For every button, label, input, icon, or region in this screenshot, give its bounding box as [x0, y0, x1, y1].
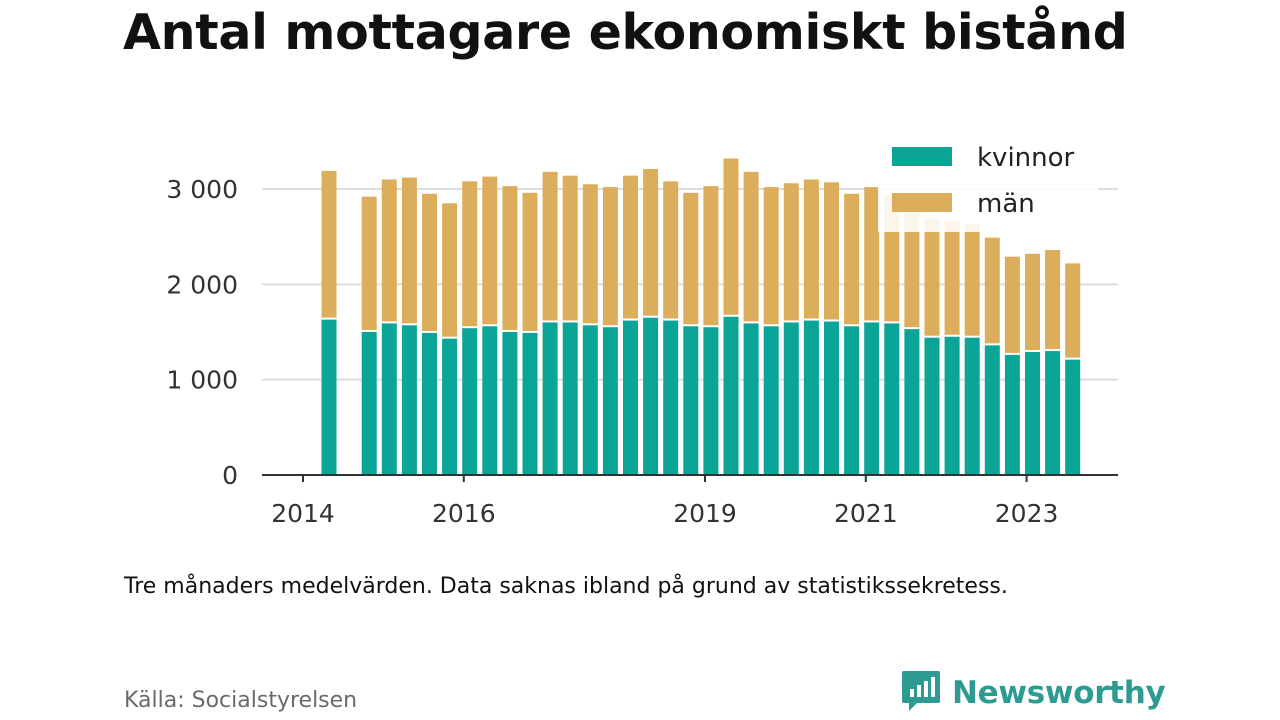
bar-kvinnor [884, 323, 900, 475]
bar-kvinnor [984, 345, 1000, 475]
bar-kvinnor [602, 327, 618, 475]
bar-man [803, 179, 819, 319]
legend-label-man: män [977, 189, 1035, 219]
bar-man [482, 176, 498, 325]
bar-kvinnor [824, 321, 839, 475]
legend-swatch-kvinnor [892, 147, 952, 166]
bar-man [643, 168, 659, 316]
bar-kvinnor [422, 332, 437, 475]
bar-kvinnor [924, 337, 940, 475]
axes: 0 1 000 2 000 3 000 2014 2016 2019 2021 2023 [166, 175, 1118, 528]
bar-man [864, 187, 880, 321]
x-tick-label: 2023 [995, 499, 1059, 528]
bar-kvinnor [683, 326, 699, 475]
bar-man [401, 177, 417, 324]
bar-man [582, 184, 598, 324]
x-tick-label: 2019 [673, 499, 737, 528]
bar-man [924, 218, 940, 336]
bar-man [743, 171, 759, 322]
source-label: Källa: Socialstyrelsen [124, 688, 358, 713]
bar-kvinnor [643, 317, 659, 475]
bar-man [381, 179, 397, 322]
bar-kvinnor [582, 325, 598, 475]
bar-kvinnor [361, 332, 377, 475]
legend-label-kvinnor: kvinnor [977, 143, 1075, 173]
bar-kvinnor [864, 322, 880, 475]
bar-kvinnor [381, 323, 397, 475]
bar-kvinnor [462, 328, 478, 475]
bar-man [1004, 256, 1020, 353]
x-tick-label: 2021 [834, 499, 898, 528]
bar-man [964, 224, 980, 336]
bar-man [1065, 263, 1081, 358]
bar-man [663, 181, 679, 319]
bar-man [683, 192, 699, 325]
bar-man [502, 186, 518, 330]
bar-kvinnor [562, 322, 578, 475]
y-tick-label: 1 000 [166, 366, 238, 395]
bar-kvinnor [944, 336, 960, 475]
bar-kvinnor [522, 332, 538, 475]
bar-kvinnor [803, 320, 819, 475]
y-tick-label: 2 000 [166, 270, 238, 299]
bar-kvinnor [723, 316, 739, 475]
bar-kvinnor [1025, 352, 1040, 475]
bar-kvinnor [743, 323, 759, 475]
bar-kvinnor [502, 332, 518, 475]
bar-kvinnor [1065, 359, 1081, 475]
bar-kvinnor [401, 325, 417, 475]
bar-kvinnor [1004, 354, 1020, 475]
bar-man [723, 158, 739, 315]
bar-man [542, 171, 558, 321]
bar-man [1045, 250, 1061, 350]
y-tick-label: 0 [222, 461, 238, 490]
bar-kvinnor [844, 326, 860, 475]
chart-footnote: Tre månaders medelvärden. Data saknas ib… [124, 574, 1008, 599]
newsworthy-logo-icon [900, 669, 942, 717]
legend: kvinnor män [878, 138, 1098, 232]
bar-man [562, 175, 578, 321]
bar-man [522, 192, 538, 331]
bar-man [602, 187, 618, 326]
bar-kvinnor [904, 329, 920, 475]
bar-man [361, 196, 377, 330]
brand-name: Newsworthy [952, 675, 1166, 711]
bar-kvinnor [321, 319, 337, 475]
bar-kvinnor [703, 327, 719, 475]
bar-kvinnor [623, 320, 638, 475]
bar-man [462, 181, 478, 327]
bar-man [844, 193, 860, 325]
x-tick-label: 2016 [432, 499, 496, 528]
bar-kvinnor [442, 338, 458, 475]
bar-kvinnor [964, 337, 980, 475]
y-tick-label: 3 000 [166, 175, 238, 204]
bar-kvinnor [1045, 351, 1061, 475]
bar-man [763, 187, 779, 325]
bar-man [824, 182, 839, 320]
bar-man [442, 203, 458, 337]
bar-man [1025, 253, 1040, 351]
bar-kvinnor [542, 322, 558, 475]
bar-man [904, 213, 920, 328]
bar-kvinnor [763, 326, 779, 475]
x-tick-label: 2014 [271, 499, 335, 528]
legend-swatch-man [892, 193, 952, 212]
bar-man [321, 170, 337, 318]
brand-logo: Newsworthy [900, 669, 1166, 717]
bar-man [703, 186, 719, 326]
bars [321, 158, 1081, 475]
bar-man [623, 175, 638, 319]
bar-man [984, 237, 1000, 344]
bar-man [422, 193, 437, 331]
bar-kvinnor [482, 326, 498, 475]
bar-kvinnor [783, 322, 799, 475]
bar-kvinnor [663, 320, 679, 475]
bar-man [944, 220, 960, 335]
bar-man [783, 183, 799, 321]
chart-title: Antal mottagare ekonomiskt bistånd [123, 4, 1128, 61]
